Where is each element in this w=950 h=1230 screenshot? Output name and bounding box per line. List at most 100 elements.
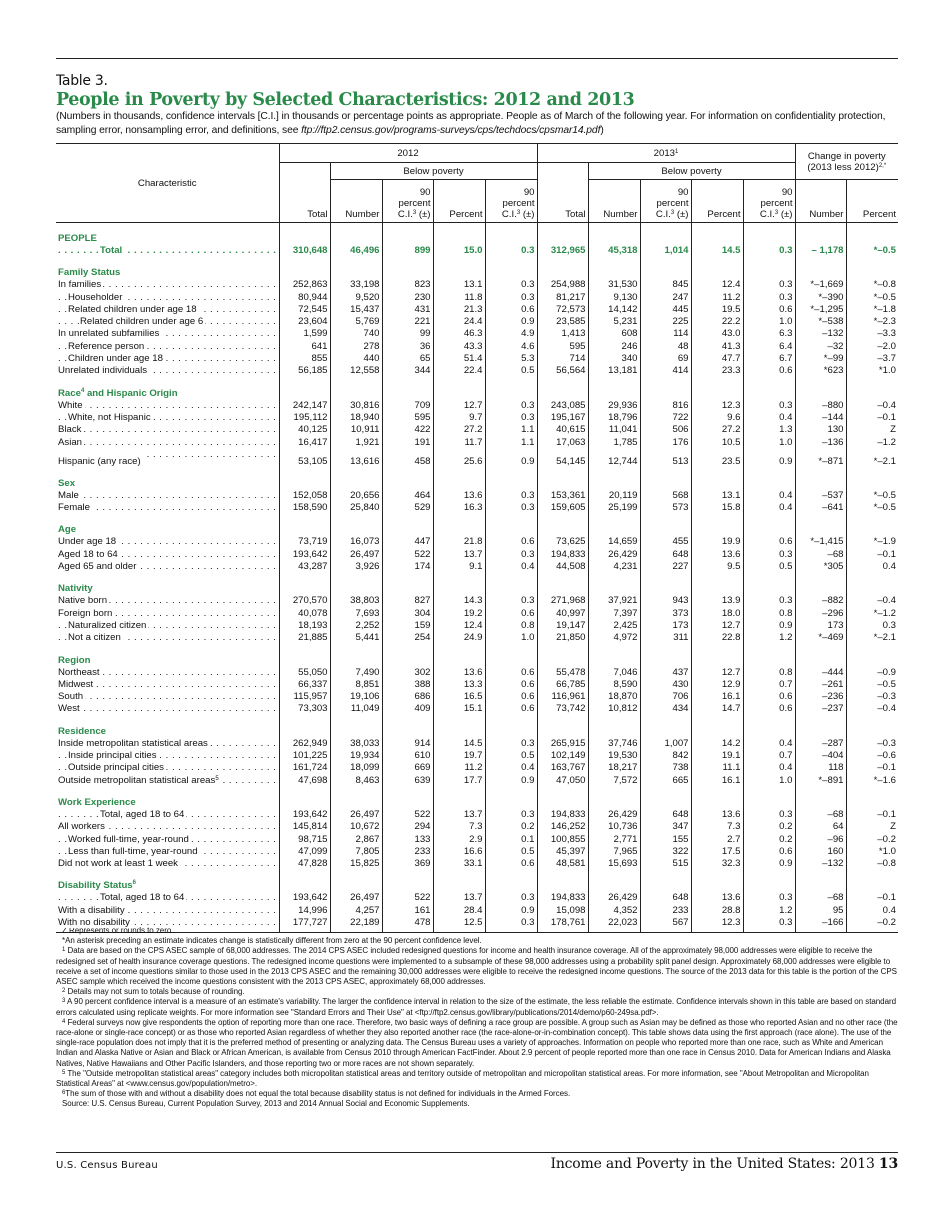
row-label-value: Householder — [68, 291, 123, 303]
cell-2012-number: 19,934 — [329, 750, 382, 763]
row-label: Not a citizen — [56, 632, 279, 645]
cell-2012-percent-ci: 0.6 — [484, 536, 537, 549]
row-label: Householder — [56, 291, 279, 304]
subtitle-text: (Numbers in thousands, confidence interv… — [56, 111, 886, 136]
cell-2013-number: 4,972 — [587, 632, 640, 645]
table-row: Related children under age 18 72,54515,43… — [56, 303, 898, 317]
empty-cell — [484, 467, 537, 490]
empty-cell — [484, 644, 537, 667]
empty-cell — [742, 715, 795, 738]
empty-cell — [432, 377, 485, 400]
header-change: Change in poverty (2013 less 2012)2,* — [794, 143, 898, 180]
row-label-value: Reference person — [68, 340, 145, 352]
cell-2013-percent: 43.0 — [690, 328, 743, 341]
row-label: Less than full-time, year-round — [56, 845, 279, 858]
cell-2013-ci: 455 — [639, 536, 691, 549]
ci-label-percent: percent — [398, 198, 431, 209]
empty-cell — [639, 514, 691, 537]
cell-change-number: – 1,178 — [794, 245, 846, 258]
cell-2013-percent-ci: 0.6 — [742, 536, 795, 549]
cell-2013-total: 265,915 — [536, 737, 588, 751]
cell-change-number: *–891 — [794, 774, 846, 787]
cell-2012-percent: 21.3 — [432, 303, 485, 317]
cell-2012-percent-ci: 0.9 — [484, 448, 537, 468]
table-row: Not a citizen 21,8855,44125424.91.021,850… — [56, 632, 898, 645]
cell-2013-ci: 1,014 — [639, 245, 691, 258]
ci-label-ci: C.I. — [501, 209, 517, 220]
cell-2012-percent: 9.1 — [432, 561, 485, 574]
empty-cell — [639, 715, 691, 738]
row-label: Outside metropolitan statistical areas5 — [56, 774, 279, 787]
section-header-row: Region — [56, 644, 898, 667]
header-2013-number: Number — [587, 179, 640, 223]
row-label-value: Outside principal cities — [68, 762, 164, 774]
empty-cell — [329, 870, 382, 893]
change-label: Change in poverty (2013 less 2012) — [807, 150, 886, 173]
cell-2012-percent: 22.4 — [432, 365, 485, 378]
cell-2013-total: 45,397 — [536, 845, 588, 859]
cell-2013-number: 25,199 — [587, 502, 640, 515]
cell-2012-percent: 13.7 — [432, 808, 485, 822]
empty-cell — [639, 573, 691, 596]
row-label-text: Total, aged 18 to 64 — [100, 892, 187, 904]
cell-2013-percent-ci: 6.4 — [742, 340, 795, 354]
cell-2012-ci: 899 — [381, 245, 433, 258]
row-label: Aged 18 to 64 — [56, 548, 279, 561]
cell-2012-percent-ci: 0.6 — [484, 303, 537, 317]
header-2012-number: Number — [329, 179, 382, 223]
cell-2012-number: 26,497 — [329, 808, 382, 822]
cell-2012-number: 46,496 — [329, 245, 382, 258]
row-label: With no disability — [56, 916, 279, 933]
cell-2012-total: 177,727 — [278, 916, 330, 933]
cell-2013-percent: 13.6 — [690, 808, 743, 822]
cell-2013-ci: 513 — [639, 448, 691, 468]
header-2012-percent: Percent — [432, 179, 485, 223]
row-label-text: Male — [58, 489, 81, 501]
cell-2012-percent: 25.6 — [432, 448, 485, 468]
empty-cell — [484, 257, 537, 280]
cell-2013-ci: 1,007 — [639, 737, 691, 751]
cell-change-percent: –3.3 — [845, 328, 898, 341]
ci-footnote: 3 — [516, 210, 521, 216]
cell-2012-ci: 914 — [381, 737, 433, 751]
empty-cell — [278, 514, 330, 537]
cell-2013-percent-ci: 0.4 — [742, 489, 795, 503]
cell-2012-number: 1,921 — [329, 436, 382, 449]
cell-2012-number: 7,693 — [329, 607, 382, 620]
cell-2013-ci: 414 — [639, 365, 691, 378]
cell-change-number: *–469 — [794, 632, 846, 645]
cell-change-number: 64 — [794, 821, 846, 834]
cell-2013-number: 18,796 — [587, 411, 640, 425]
cell-change-percent: 0.4 — [845, 561, 898, 574]
empty-cell — [278, 573, 330, 596]
cell-2013-number: 18,217 — [587, 762, 640, 775]
cell-2013-percent-ci: 1.0 — [742, 774, 795, 787]
cell-2013-percent-ci: 0.6 — [742, 703, 795, 716]
row-label-text: In unrelated subfamilies — [58, 328, 162, 340]
empty-cell — [587, 257, 640, 280]
subtitle-link[interactable]: ftp://ftp2.census.gov/programs-surveys/c… — [301, 124, 601, 136]
row-label-value: Midwest — [58, 678, 94, 690]
empty-cell — [329, 257, 382, 280]
cell-2013-percent: 14.2 — [690, 737, 743, 751]
empty-cell — [329, 377, 382, 400]
cell-2012-ci: 529 — [381, 502, 433, 515]
cell-change-number: –287 — [794, 737, 846, 751]
footer-publication: Income and Poverty in the United States:… — [551, 1156, 899, 1172]
cell-2013-number: 5,231 — [587, 316, 640, 329]
cell-change-number: *–1,295 — [794, 303, 846, 317]
cell-change-number: 118 — [794, 762, 846, 775]
empty-cell — [690, 870, 743, 893]
empty-cell — [278, 467, 330, 490]
cell-2013-percent: 12.3 — [690, 399, 743, 412]
cell-2013-percent: 12.4 — [690, 279, 743, 292]
row-label: Foreign born — [56, 607, 279, 620]
cell-change-percent: –0.1 — [845, 762, 898, 775]
row-label-text: Inside principal cities — [68, 750, 159, 762]
footnote-text: Federal surveys now give respondents the… — [56, 1017, 898, 1068]
cell-2012-number: 15,437 — [329, 303, 382, 317]
cell-2013-total: 54,145 — [536, 448, 588, 468]
cell-2013-ci: 155 — [639, 833, 691, 846]
ci-footnote: 3 — [670, 210, 675, 216]
section-header-row: Work Experience — [56, 786, 898, 809]
